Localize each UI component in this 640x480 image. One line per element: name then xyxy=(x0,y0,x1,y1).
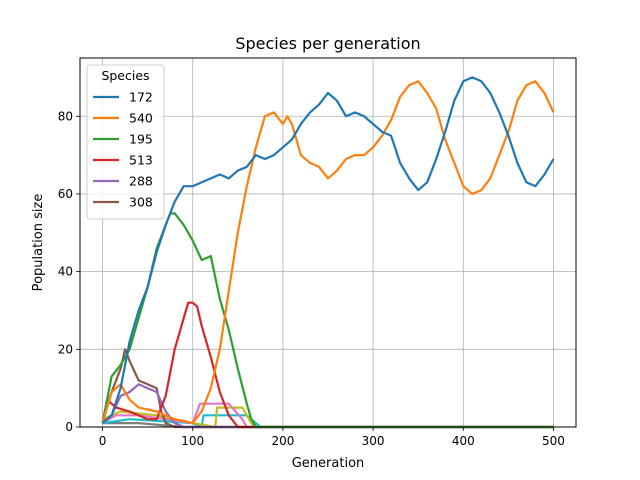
x-tick-label: 500 xyxy=(542,434,565,448)
x-axis-label: Generation xyxy=(292,456,365,471)
x-tick-label: 200 xyxy=(271,434,294,448)
y-tick-label: 80 xyxy=(58,109,73,123)
y-axis-label: Population size xyxy=(31,194,46,292)
series-line-172 xyxy=(101,76,555,424)
series-line-540 xyxy=(101,80,555,425)
series-line-288 xyxy=(101,383,554,429)
series-line-unlabeled xyxy=(101,402,554,429)
legend-label: 288 xyxy=(129,174,153,189)
x-tick-label: 100 xyxy=(181,434,204,448)
legend-title: Species xyxy=(101,68,149,83)
y-tick-label: 60 xyxy=(58,187,73,201)
legend-label: 172 xyxy=(129,90,153,105)
series-line-513 xyxy=(101,301,554,429)
axis-ticks: 0 100 200 300 400 500 0 20 40 60 80 xyxy=(58,109,565,448)
series-line-195 xyxy=(101,212,554,429)
legend-label: 513 xyxy=(129,153,153,168)
plot-frame xyxy=(79,57,577,428)
legend: Species 172 540 195 513 288 308 xyxy=(86,64,165,220)
y-tick-label: 40 xyxy=(58,265,73,279)
legend-label: 308 xyxy=(129,195,153,210)
legend-label: 195 xyxy=(129,132,153,147)
series-line-308 xyxy=(101,348,554,429)
legend-label: 540 xyxy=(129,111,153,126)
series-lines xyxy=(101,76,555,429)
x-tick-label: 300 xyxy=(362,434,385,448)
chart-title: Species per generation xyxy=(235,34,420,53)
x-tick-label: 400 xyxy=(452,434,475,448)
y-tick-label: 20 xyxy=(58,342,73,356)
x-tick-label: 0 xyxy=(99,434,107,448)
series-line-unlabeled xyxy=(102,414,554,429)
y-tick-label: 0 xyxy=(65,420,73,434)
